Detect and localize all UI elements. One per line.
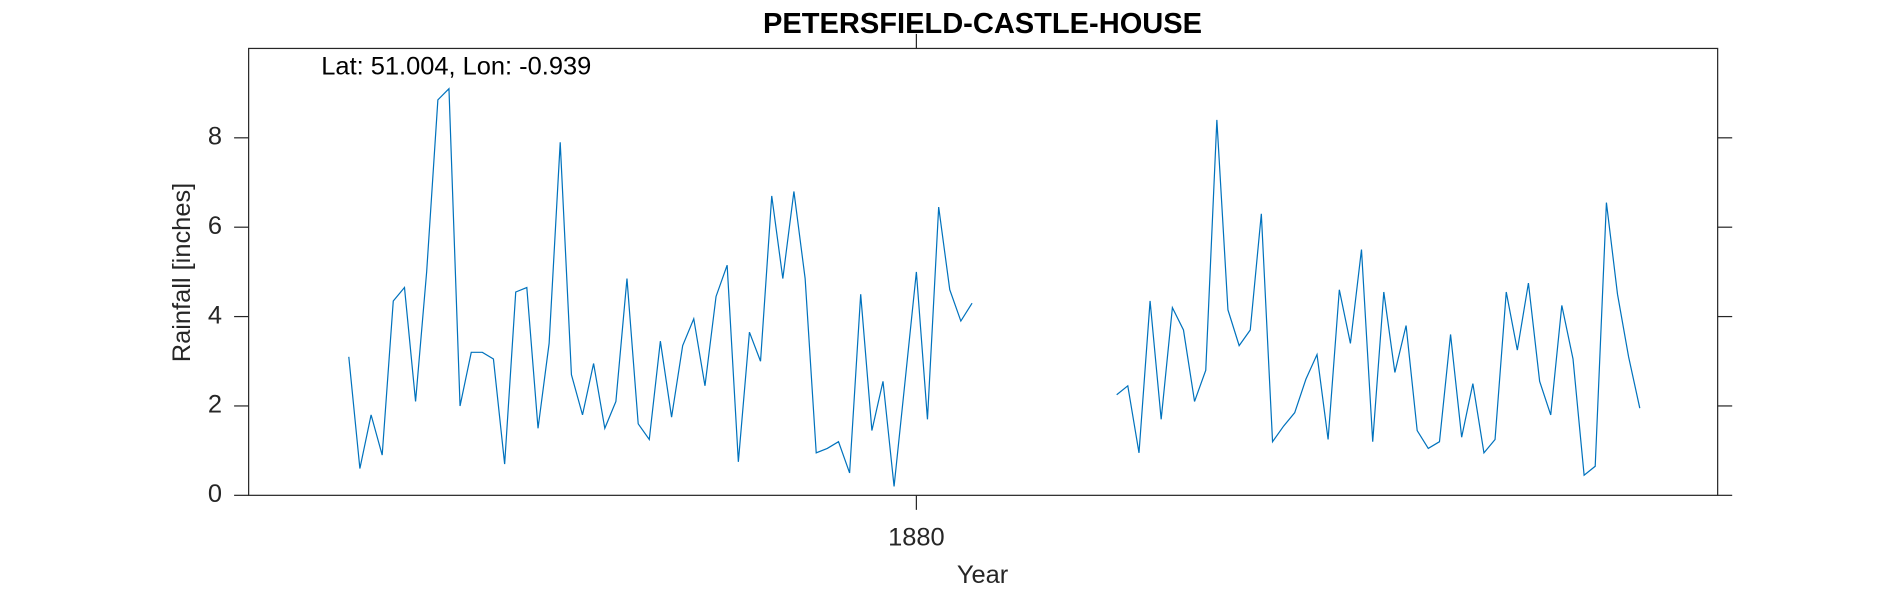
annotation: Lat: 51.004, Lon: -0.939 xyxy=(321,53,591,81)
y-axis-label: Rainfall [inches] xyxy=(168,183,196,362)
y-tick-label: 4 xyxy=(208,301,222,329)
x-tick-label: 1880 xyxy=(888,524,945,552)
x-axis-label: Year xyxy=(957,561,1009,589)
data-line xyxy=(348,87,1641,487)
y-tick-label: 2 xyxy=(208,391,222,419)
y-tick-label: 6 xyxy=(208,212,222,240)
chart-title: PETERSFIELD-CASTLE-HOUSE xyxy=(763,8,1202,40)
axes-box xyxy=(248,47,1719,496)
y-tick-label: 8 xyxy=(208,123,222,151)
y-tick-label: 0 xyxy=(208,480,222,508)
